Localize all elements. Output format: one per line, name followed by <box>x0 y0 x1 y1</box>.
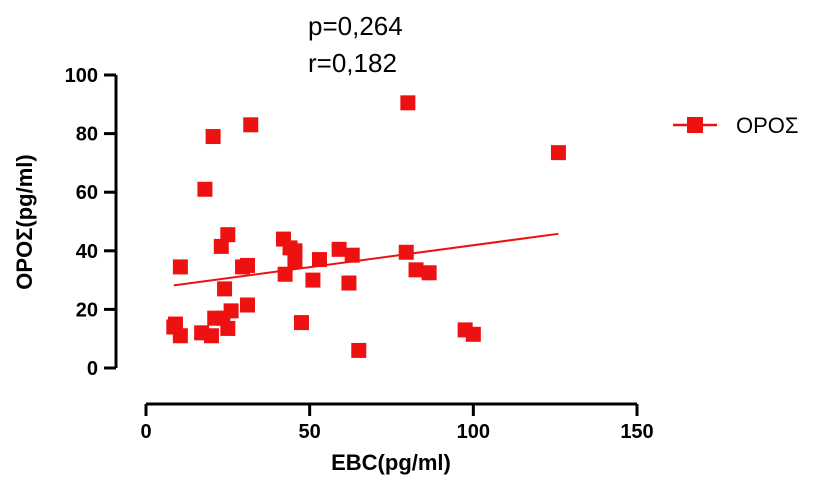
legend-marker-swatch <box>687 117 703 133</box>
data-point <box>287 253 303 269</box>
data-point <box>167 316 183 332</box>
x-tick-label: 150 <box>620 421 653 443</box>
data-point <box>223 303 239 319</box>
legend: ΟΡΟΣ <box>673 113 799 138</box>
y-tick-label: 0 <box>87 358 98 380</box>
data-point <box>293 315 309 331</box>
y-tick-label: 100 <box>65 65 98 87</box>
y-tick-label: 80 <box>76 124 98 146</box>
legend-label: ΟΡΟΣ <box>736 113 799 138</box>
x-tick-label: 100 <box>457 421 490 443</box>
x-tick-label: 0 <box>140 421 151 443</box>
data-point <box>398 244 414 260</box>
data-point <box>217 281 233 297</box>
x-tick-label: 50 <box>299 421 321 443</box>
data-point <box>197 181 213 197</box>
y-tick-label: 20 <box>76 299 98 321</box>
data-point <box>400 95 416 111</box>
data-point <box>331 241 347 257</box>
data-point <box>465 326 481 342</box>
data-point <box>305 272 321 288</box>
data-point <box>203 328 219 344</box>
data-point <box>220 227 236 243</box>
regression-line <box>173 232 559 287</box>
data-point <box>344 247 360 263</box>
data-point <box>311 252 327 268</box>
data-point <box>243 117 259 133</box>
data-point <box>239 257 255 273</box>
data-point <box>341 275 357 291</box>
data-point <box>408 262 424 278</box>
data-point <box>550 145 566 161</box>
data-point <box>205 129 221 145</box>
data-point <box>213 238 229 254</box>
data-point <box>172 328 188 344</box>
y-tick-label: 40 <box>76 241 98 263</box>
r-value-annotation: r=0,182 <box>308 48 397 78</box>
y-axis-title: ΟΡΟΣ(pg/ml) <box>12 154 37 289</box>
data-point <box>220 320 236 336</box>
y-tick-label: 60 <box>76 182 98 204</box>
data-point <box>421 265 437 281</box>
data-point <box>239 297 255 313</box>
data-point <box>351 342 367 358</box>
p-value-annotation: p=0,264 <box>308 11 403 41</box>
data-point <box>277 266 293 282</box>
data-point <box>172 259 188 275</box>
x-axis-title: EBC(pg/ml) <box>331 450 451 475</box>
